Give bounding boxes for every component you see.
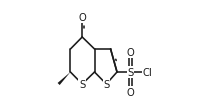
Polygon shape	[58, 72, 70, 85]
Text: O: O	[127, 48, 134, 57]
Text: O: O	[127, 87, 134, 97]
Text: S: S	[103, 79, 110, 89]
Text: Cl: Cl	[143, 67, 153, 77]
Text: O: O	[78, 13, 86, 23]
Text: S: S	[79, 79, 85, 89]
Text: S: S	[127, 67, 134, 77]
